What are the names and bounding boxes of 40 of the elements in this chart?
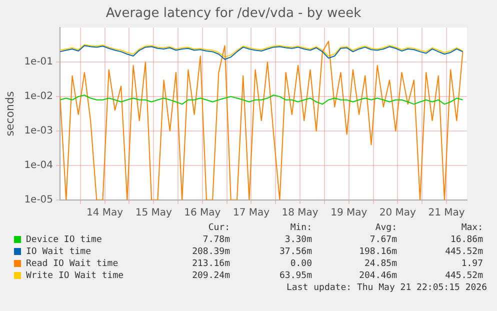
text: 204.46m [358, 270, 397, 282]
x-tick-label: 21 May [428, 208, 465, 219]
x-tick-label: 17 May [232, 208, 270, 219]
text: 7.67m [368, 234, 397, 246]
text: 445.52m [444, 270, 483, 282]
text: 3.30m [284, 234, 312, 246]
y-axis-title: seconds [3, 91, 16, 136]
text: 198.16m [358, 246, 397, 258]
text: Max: [460, 222, 483, 234]
x-tick-label: 16 May [184, 208, 221, 219]
x-tick-label: 19 May [330, 208, 368, 219]
y-tick-label: 1e-03 [24, 126, 54, 137]
text: 16.86m [449, 234, 483, 246]
y-tick-label: 1e-02 [24, 91, 54, 102]
text: Avg: [374, 222, 397, 234]
x-tick-label: 15 May [135, 208, 172, 219]
legend-label: Device IO time [26, 234, 102, 246]
x-tick-label: 18 May [282, 208, 318, 219]
text: 445.52m [444, 246, 483, 258]
y-tick-label: 1e-04 [24, 160, 54, 172]
text: Min: [289, 222, 312, 234]
legend-label: Read IO Wait time [26, 258, 118, 270]
text: 1.97 [460, 258, 483, 270]
y-tick-label: 1e-05 [24, 194, 54, 206]
x-tick-label: 20 May [379, 208, 416, 219]
text: 37.56m [278, 246, 312, 258]
text: 7.78m [202, 234, 230, 246]
legend-label: IO Wait time [26, 246, 92, 258]
chart-title: Average latency for /dev/vda - by week [106, 6, 362, 22]
text: Cur: [207, 222, 230, 234]
x-tick-label: 14 May [86, 208, 124, 219]
text: 208.39m [191, 246, 230, 258]
text: 0.00 [289, 258, 312, 270]
text: 63.95m [278, 270, 312, 282]
legend-label: Write IO Wait time [26, 270, 124, 282]
text: 24.85m [363, 258, 397, 270]
text: 209.24m [191, 270, 230, 282]
y-tick-label: 1e-01 [24, 56, 54, 68]
text: Last update: Thu May 21 22:05:15 2026 [286, 282, 487, 294]
text: 213.16m [191, 258, 230, 270]
